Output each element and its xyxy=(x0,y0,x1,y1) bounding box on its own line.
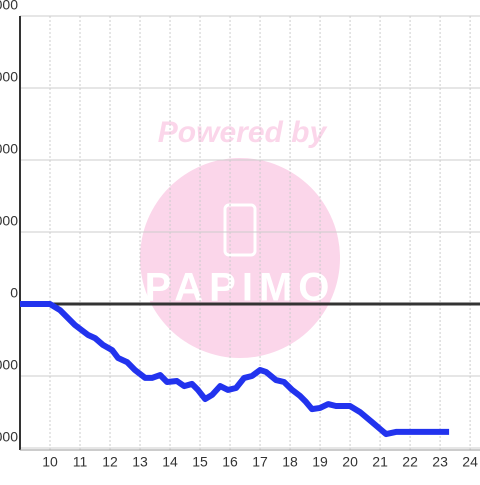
line xyxy=(20,301,450,438)
y-tick-label: 6,000 xyxy=(0,141,18,157)
y-tick-label: 0 xyxy=(10,285,18,301)
x-tick-label: 15 xyxy=(192,454,208,470)
watermark-icon xyxy=(223,203,257,257)
y-tick-label: 3,000 xyxy=(0,213,18,229)
y-tick-label: 9,000 xyxy=(0,69,18,85)
x-tick-label: 20 xyxy=(342,454,358,470)
x-tick-label: 16 xyxy=(222,454,238,470)
x-tick-label: 13 xyxy=(132,454,148,470)
x-tick-label: 17 xyxy=(252,454,268,470)
watermark-brand: PAPIMO xyxy=(145,266,336,310)
x-tick-label: 23 xyxy=(432,454,448,470)
y-tick-label: -6,000 xyxy=(0,429,18,445)
y-tick-label: 12,000 xyxy=(0,0,18,13)
watermark-title: Powered by xyxy=(158,116,328,149)
x-tick-label: 22 xyxy=(402,454,418,470)
x-tick-label: 24 xyxy=(462,454,478,470)
y-tick-label: -3,000 xyxy=(0,357,18,373)
x-tick-label: 18 xyxy=(282,454,298,470)
x-tick-label: 12 xyxy=(102,454,118,470)
x-tick-label: 21 xyxy=(372,454,388,470)
x-tick-label: 10 xyxy=(42,454,58,470)
x-tick-label: 19 xyxy=(312,454,328,470)
x-tick-label: 11 xyxy=(73,454,88,470)
x-tick-label: 14 xyxy=(162,454,178,470)
